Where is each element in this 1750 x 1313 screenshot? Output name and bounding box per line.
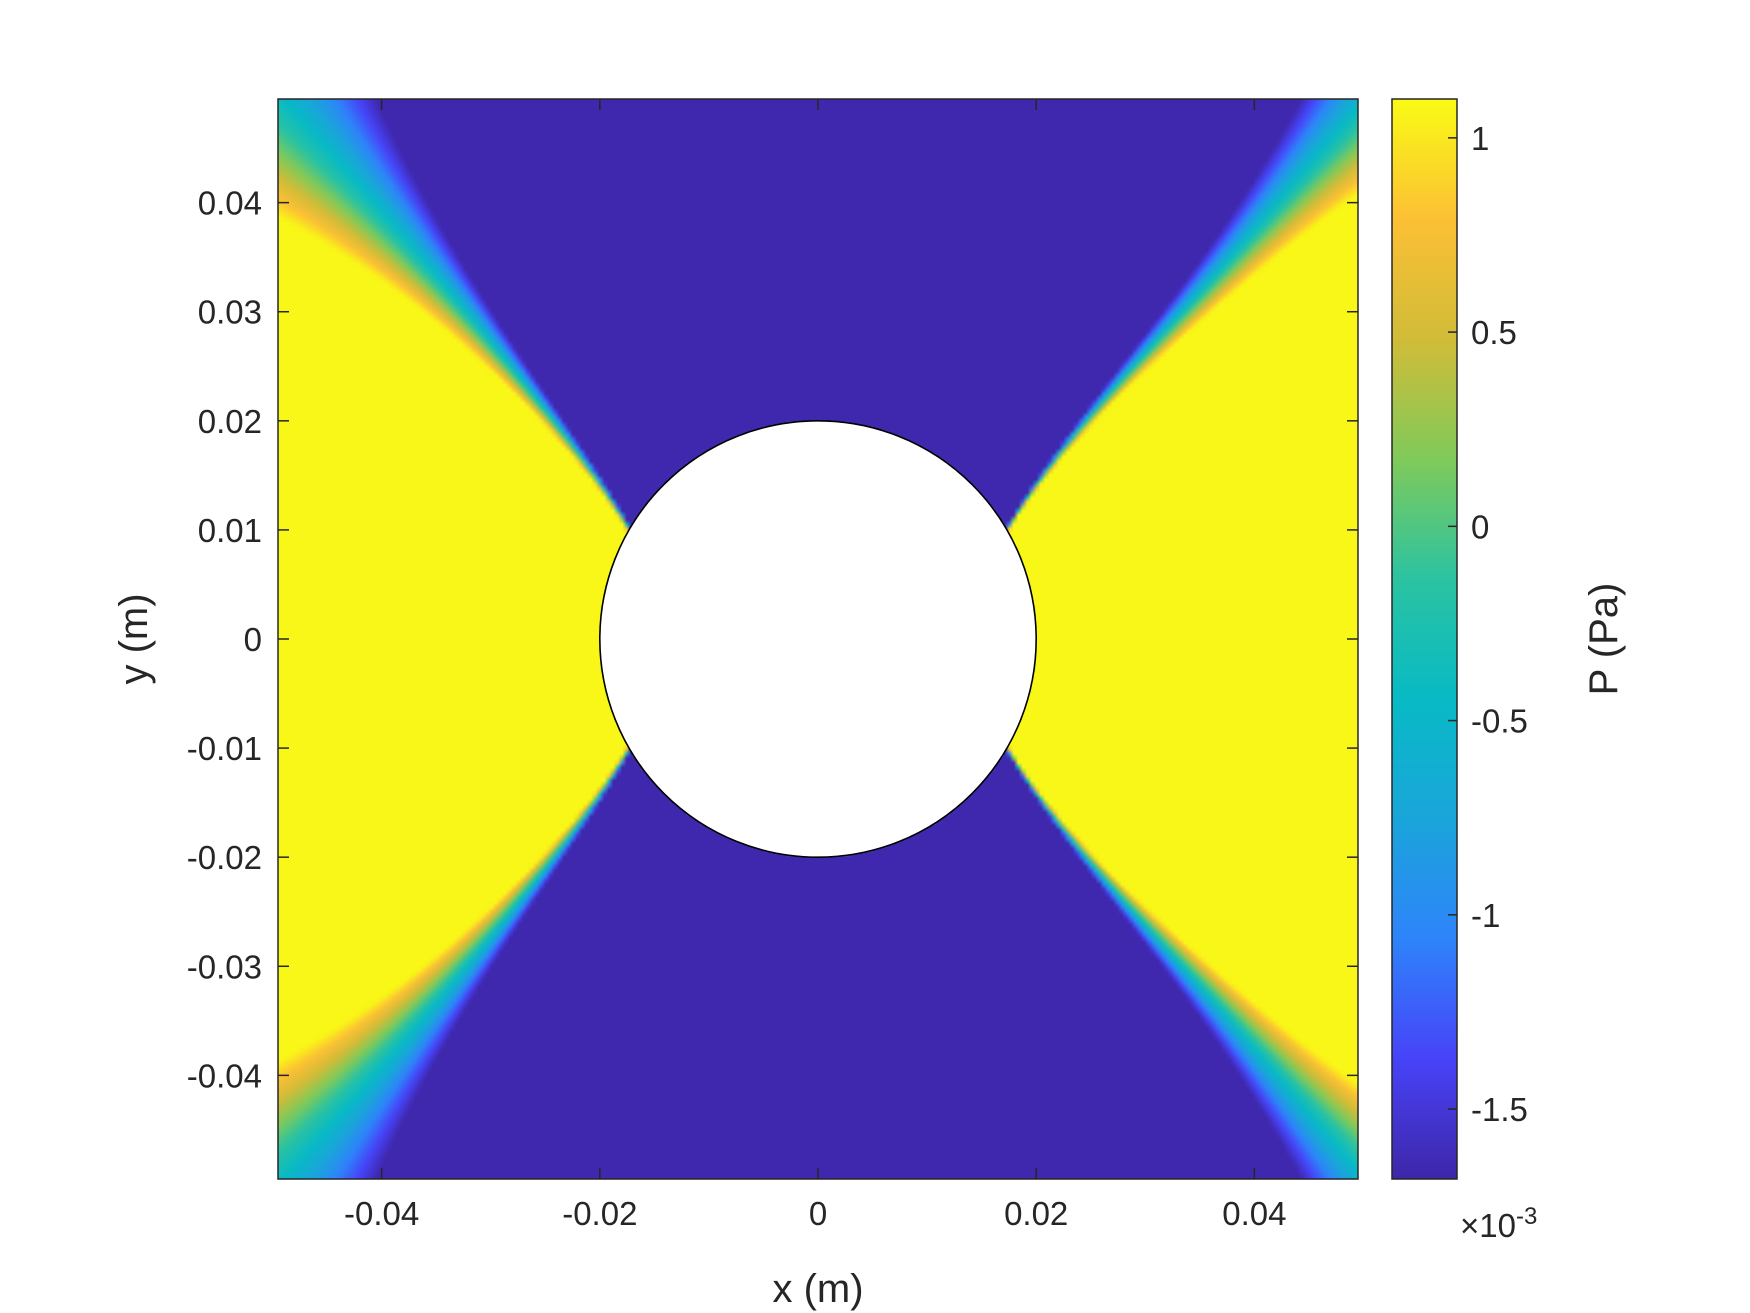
- x-tick-label: 0: [809, 1195, 827, 1232]
- colorbar-exponent-base: ×10: [1460, 1207, 1516, 1244]
- colorbar-tick-label: -1.5: [1471, 1091, 1528, 1128]
- y-tick-label: 0.01: [198, 512, 262, 549]
- colorbar-gradient: [1391, 98, 1458, 1180]
- colorbar-tick-label: -0.5: [1471, 703, 1528, 740]
- cylinder-obstacle: [599, 420, 1037, 858]
- x-axis-title: x (m): [772, 1267, 863, 1311]
- y-axis-title: y (m): [112, 593, 156, 684]
- colorbar-title: P (Pa): [1582, 583, 1626, 696]
- y-tick-label: -0.01: [187, 730, 262, 767]
- colorbar: 1 0.5 0 -0.5 -1 -1.5 P (Pa) ×10-3: [1391, 98, 1626, 1244]
- y-tick-label: -0.03: [187, 948, 262, 985]
- y-tick-label: 0: [244, 621, 262, 658]
- x-tick-label: 0.02: [1004, 1195, 1068, 1232]
- colorbar-exponent-power: -3: [1516, 1203, 1537, 1230]
- y-tick-label: -0.04: [187, 1057, 262, 1094]
- colorbar-tick-label: 0: [1471, 508, 1489, 545]
- x-tick-label: -0.02: [562, 1195, 637, 1232]
- y-tick-label: 0.02: [198, 403, 262, 440]
- colorbar-exponent: ×10-3: [1460, 1203, 1537, 1244]
- y-tick-label: 0.03: [198, 294, 262, 331]
- pressure-field-plot: -0.04 -0.02 0 0.02 0.04 0.040.030.020.010-0.…: [112, 98, 1359, 1311]
- x-axis-ticks: -0.04 -0.02 0 0.02 0.04: [344, 99, 1286, 1232]
- y-tick-label: -0.02: [187, 839, 262, 876]
- colorbar-tick-label: 0.5: [1471, 314, 1517, 351]
- x-tick-label: 0.04: [1222, 1195, 1286, 1232]
- y-tick-label: 0.04: [198, 185, 262, 222]
- colorbar-tick-label: 1: [1471, 120, 1489, 157]
- colorbar-ticks: 1 0.5 0 -0.5 -1 -1.5: [1448, 120, 1528, 1128]
- y-axis-ticks: 0.04 0.03 0.02 0.01 0 -0.01 -0.02 -0.03 -0.04: [187, 185, 1358, 1094]
- x-tick-label: -0.04: [344, 1195, 419, 1232]
- colorbar-tick-label: -1: [1471, 897, 1500, 934]
